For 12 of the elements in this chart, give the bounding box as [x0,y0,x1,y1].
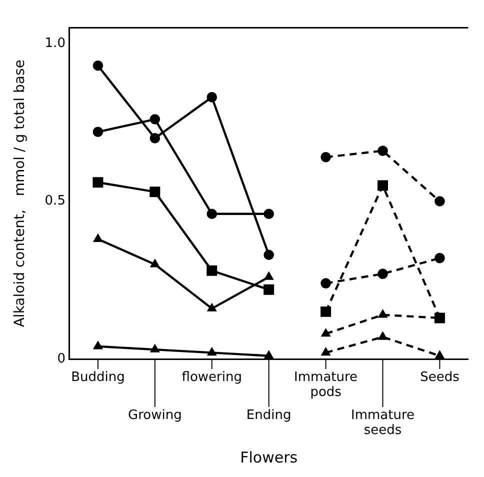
y-axis-title: Alkaloid content, mmol / g total base [12,60,28,328]
y-tick-label: 1.0 [44,36,66,51]
x-tick-label: Ending [246,408,292,423]
x-tick-label: Seeds [420,370,460,385]
y-tick-label: 0.5 [44,194,66,209]
x-tick-label: Budding [71,370,125,385]
x-tick-label: Immature seeds [350,408,415,438]
x-tick-label: flowering [182,370,242,385]
y-tick-label: 0 [57,351,66,366]
x-tick-label: Immature pods [294,370,358,400]
x-axis-title: Flowers [240,448,298,466]
x-tick-label: Growing [128,408,182,423]
